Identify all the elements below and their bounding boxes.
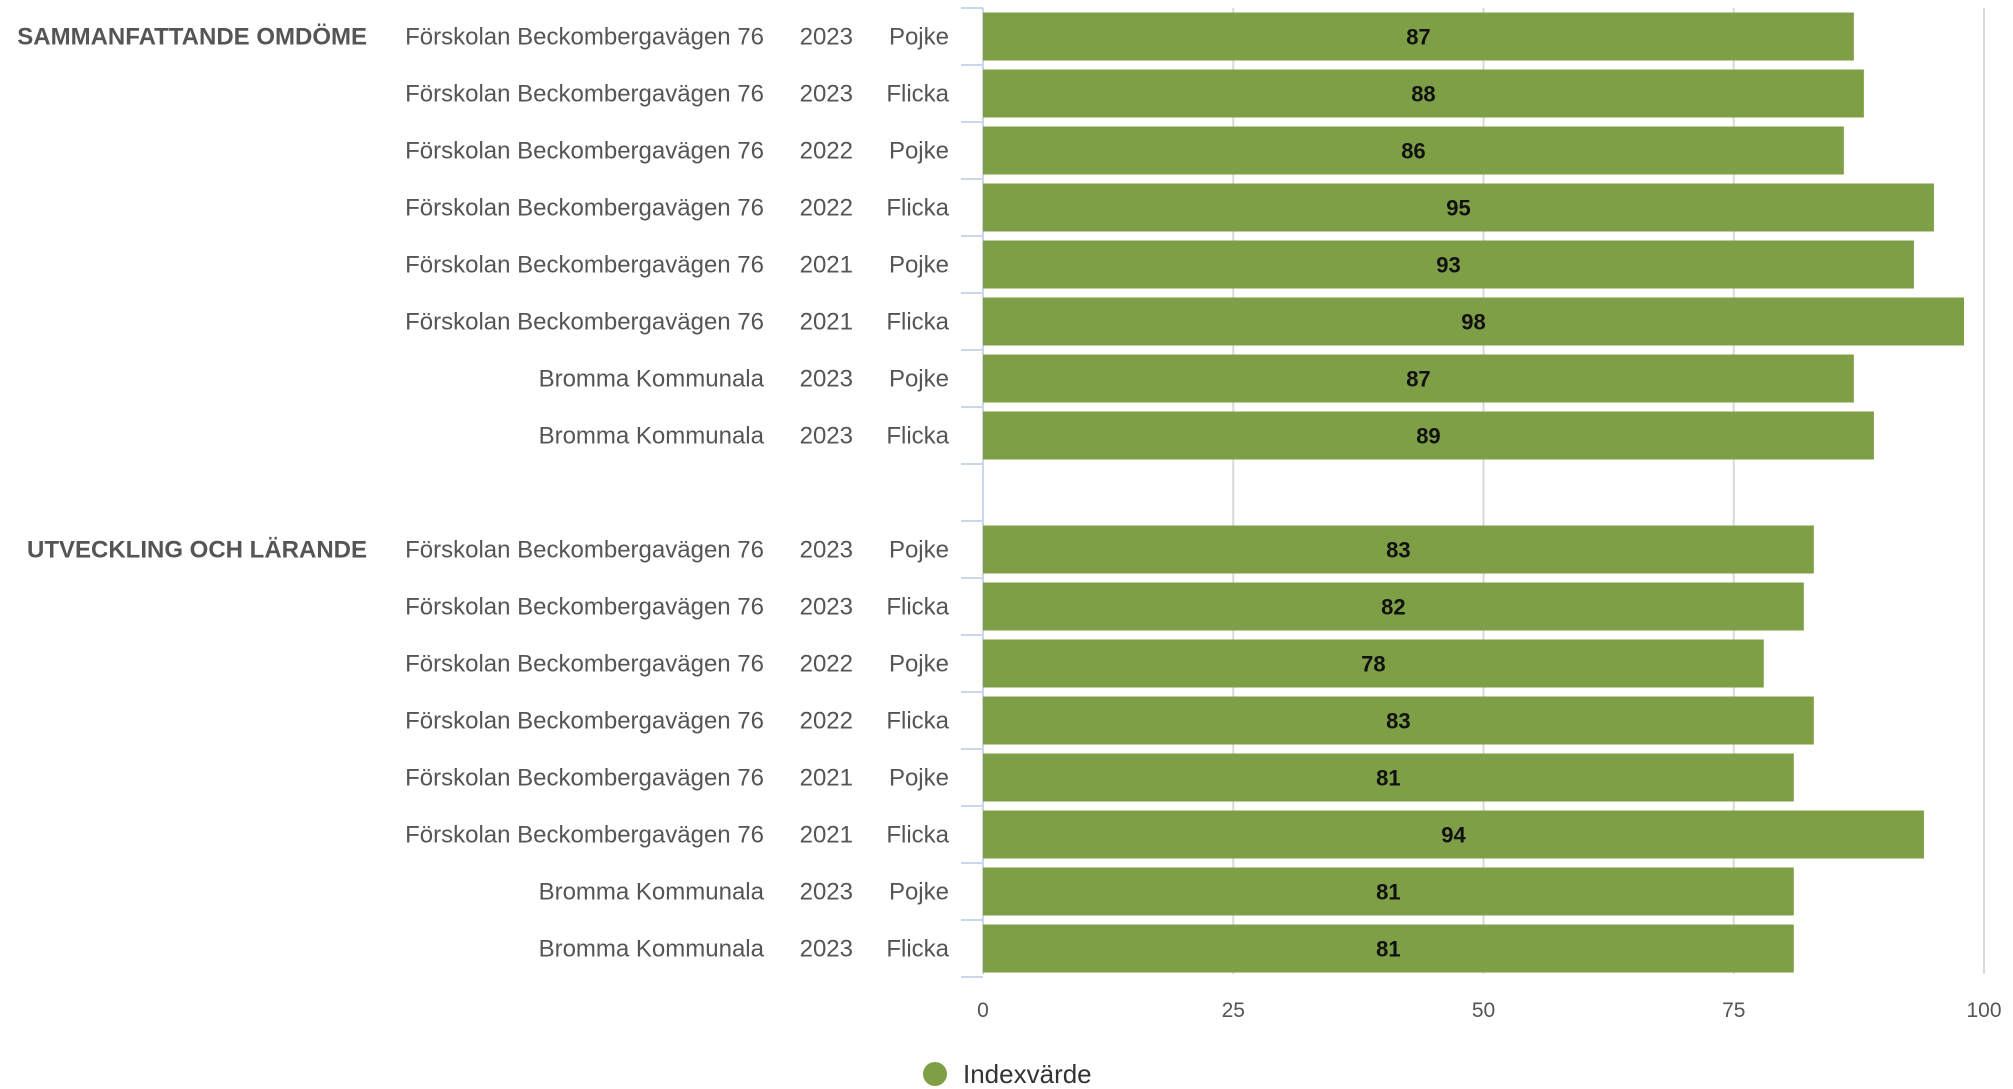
data-label: 93 (1436, 253, 1460, 278)
bar (983, 810, 1924, 859)
category-year-label: 2022 (800, 138, 853, 165)
category-year-label: 2022 (800, 195, 853, 222)
category-unit-label: Förskolan Beckombergavägen 76 (405, 81, 764, 108)
category-unit-label: Förskolan Beckombergavägen 76 (405, 195, 764, 222)
category-unit-label: Förskolan Beckombergavägen 76 (405, 252, 764, 279)
category-gender-label: Pojke (889, 765, 949, 792)
category-unit-label: Bromma Kommunala (539, 879, 765, 906)
data-label: 95 (1446, 196, 1470, 221)
category-gender-label: Flicka (886, 309, 949, 336)
data-label: 94 (1441, 823, 1466, 848)
bar (983, 12, 1854, 61)
category-gender-label: Pojke (889, 252, 949, 279)
category-gender-label: Pojke (889, 537, 949, 564)
data-label: 81 (1376, 937, 1400, 962)
category-unit-label: Förskolan Beckombergavägen 76 (405, 138, 764, 165)
data-label: 98 (1461, 310, 1485, 335)
bar (983, 69, 1864, 118)
data-label: 82 (1381, 595, 1405, 620)
x-tick-label: 100 (1966, 999, 2001, 1022)
category-gender-label: Flicka (886, 195, 949, 222)
category-unit-label: Bromma Kommunala (539, 936, 765, 963)
bar (983, 753, 1794, 802)
legend-label: Indexvärde (963, 1059, 1092, 1089)
category-year-label: 2023 (800, 594, 853, 621)
data-label: 81 (1376, 766, 1400, 791)
x-tick-label: 75 (1722, 999, 1745, 1022)
category-year-label: 2023 (800, 81, 853, 108)
x-tick-label: 50 (1472, 999, 1495, 1022)
x-tick-label: 0 (977, 999, 989, 1022)
bar (983, 525, 1814, 574)
category-unit-label: Förskolan Beckombergavägen 76 (405, 651, 764, 678)
category-unit-label: Förskolan Beckombergavägen 76 (405, 594, 764, 621)
category-year-label: 2023 (800, 879, 853, 906)
category-unit-label: Bromma Kommunala (539, 366, 765, 393)
data-label: 87 (1406, 367, 1430, 392)
category-gender-label: Pojke (889, 138, 949, 165)
category-gender-label: Flicka (886, 822, 949, 849)
category-gender-label: Pojke (889, 879, 949, 906)
bar (983, 696, 1814, 745)
bar (983, 924, 1794, 973)
bar (983, 183, 1934, 232)
category-year-label: 2021 (800, 765, 853, 792)
group-label: UTVECKLING OCH LÄRANDE (27, 537, 367, 564)
bar (983, 354, 1854, 403)
category-gender-label: Flicka (886, 594, 949, 621)
category-year-label: 2023 (800, 537, 853, 564)
category-gender-label: Flicka (886, 81, 949, 108)
category-year-label: 2023 (800, 423, 853, 450)
x-tick-label: 25 (1222, 999, 1245, 1022)
category-year-label: 2022 (800, 651, 853, 678)
data-label: 87 (1406, 25, 1430, 50)
category-gender-label: Flicka (886, 936, 949, 963)
category-gender-label: Flicka (886, 423, 949, 450)
category-unit-label: Förskolan Beckombergavägen 76 (405, 24, 764, 51)
category-gender-label: Pojke (889, 366, 949, 393)
data-label: 83 (1386, 538, 1410, 563)
category-gender-label: Pojke (889, 651, 949, 678)
data-label: 86 (1401, 139, 1425, 164)
category-year-label: 2021 (800, 309, 853, 336)
category-year-label: 2023 (800, 366, 853, 393)
legend-marker (923, 1062, 947, 1086)
category-unit-label: Förskolan Beckombergavägen 76 (405, 708, 764, 735)
category-gender-label: Pojke (889, 24, 949, 51)
category-year-label: 2021 (800, 252, 853, 279)
bar (983, 126, 1844, 175)
bar (983, 297, 1964, 346)
bar (983, 240, 1914, 289)
data-label: 78 (1361, 652, 1385, 677)
category-year-label: 2021 (800, 822, 853, 849)
bar (983, 867, 1794, 916)
data-label: 83 (1386, 709, 1410, 734)
category-unit-label: Förskolan Beckombergavägen 76 (405, 765, 764, 792)
bar (983, 411, 1874, 460)
data-label: 81 (1376, 880, 1400, 905)
category-gender-label: Flicka (886, 708, 949, 735)
bar (983, 582, 1804, 631)
category-unit-label: Förskolan Beckombergavägen 76 (405, 537, 764, 564)
category-unit-label: Bromma Kommunala (539, 423, 765, 450)
category-year-label: 2023 (800, 24, 853, 51)
category-year-label: 2022 (800, 708, 853, 735)
bar (983, 639, 1764, 688)
category-unit-label: Förskolan Beckombergavägen 76 (405, 309, 764, 336)
group-label: SAMMANFATTANDE OMDÖME (17, 24, 367, 51)
data-label: 89 (1416, 424, 1440, 449)
category-year-label: 2023 (800, 936, 853, 963)
category-unit-label: Förskolan Beckombergavägen 76 (405, 822, 764, 849)
data-label: 88 (1411, 82, 1435, 107)
